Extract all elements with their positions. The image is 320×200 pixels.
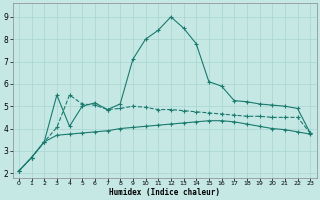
X-axis label: Humidex (Indice chaleur): Humidex (Indice chaleur) bbox=[109, 188, 220, 197]
